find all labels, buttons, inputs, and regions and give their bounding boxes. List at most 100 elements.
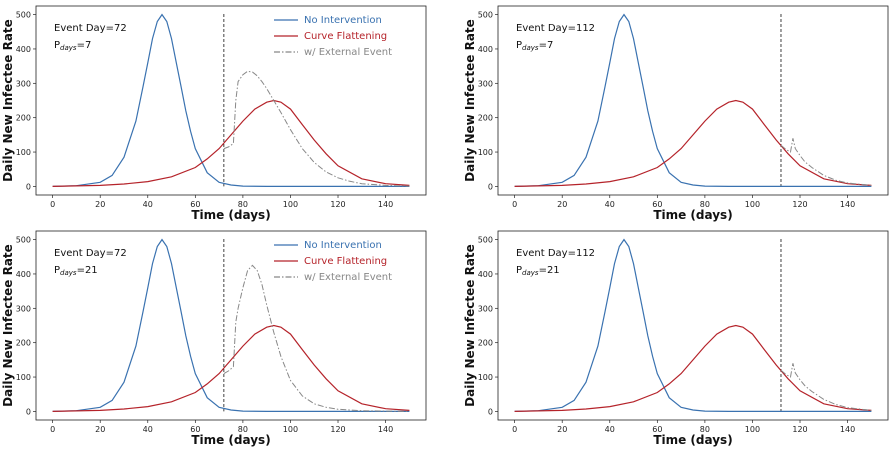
curve-flattening-line <box>52 324 410 412</box>
plot-frame <box>497 5 889 196</box>
y-tick-label: 0 <box>26 407 31 416</box>
chart-panel-1: 0 20 40 60 80 100 120 140 0 100 200 300 400 500 Time (… <box>1 5 427 222</box>
p-days-prefix: P <box>54 40 60 51</box>
y-tick-label: 300 <box>16 79 31 88</box>
external-event-line <box>223 264 410 412</box>
x-tick-label: 40 <box>143 200 153 209</box>
p-days-subscript: days <box>522 269 539 277</box>
x-tick-label: 20 <box>557 425 567 434</box>
y-tick-label: 500 <box>478 236 493 245</box>
legend: No Intervention Curve Flattening w/ Extern… <box>274 15 392 58</box>
no-intervention-line <box>514 13 872 187</box>
event-day-annotation: Event Day=112 <box>516 23 595 34</box>
x-tick-label: 140 <box>378 425 393 434</box>
x-axis-label: Time (days) <box>653 208 732 222</box>
x-tick-label: 140 <box>840 200 855 209</box>
event-day-annotation: Event Day=72 <box>54 23 127 34</box>
y-tick-label: 100 <box>478 373 493 382</box>
y-tick-label: 300 <box>478 304 493 313</box>
x-tick-label: 120 <box>330 425 345 434</box>
p-days-prefix: P <box>54 265 60 276</box>
y-tick-label: 0 <box>488 182 493 191</box>
y-axis-label: Daily New Infectee Rate <box>1 19 15 182</box>
legend-label: No Intervention <box>304 15 382 26</box>
y-tick-label: 0 <box>488 407 493 416</box>
p-days-value: =21 <box>77 265 98 276</box>
chart-panel-4: 0 20 40 60 80 100 120 140 0 100 200 300 400 500 Time (… <box>463 230 889 447</box>
x-tick-label: 100 <box>283 425 298 434</box>
y-tick-label: 400 <box>16 270 31 279</box>
x-tick-label: 140 <box>378 200 393 209</box>
p-days-annotation: Pdays=7 <box>516 40 553 52</box>
y-tick-label: 200 <box>478 114 493 123</box>
x-tick-label: 0 <box>50 200 55 209</box>
x-tick-label: 100 <box>745 425 760 434</box>
external-event-line <box>780 363 872 411</box>
x-tick-label: 0 <box>512 200 517 209</box>
legend-label: Curve Flattening <box>304 31 387 42</box>
x-tick-label: 20 <box>95 425 105 434</box>
x-tick-label: 60 <box>190 425 200 434</box>
x-tick-label: 80 <box>700 425 710 434</box>
p-days-annotation: Pdays=21 <box>54 265 98 277</box>
p-days-subscript: days <box>60 44 77 52</box>
y-tick-label: 100 <box>16 373 31 382</box>
x-tick-label: 80 <box>238 425 248 434</box>
x-axis-label: Time (days) <box>191 433 270 447</box>
plot-frame <box>497 230 889 421</box>
y-tick-label: 200 <box>16 339 31 348</box>
y-axis-label: Daily New Infectee Rate <box>463 19 477 182</box>
no-intervention-line <box>514 238 872 412</box>
y-tick-label: 400 <box>16 45 31 54</box>
chart-panel-2: 0 20 40 60 80 100 120 140 0 100 200 300 400 500 Time (… <box>463 5 889 222</box>
no-intervention-line <box>52 13 410 187</box>
y-tick-label: 300 <box>478 79 493 88</box>
x-tick-label: 80 <box>238 200 248 209</box>
y-tick-label: 100 <box>16 148 31 157</box>
x-axis-label: Time (days) <box>191 208 270 222</box>
plot-frame <box>35 5 427 196</box>
legend-label: No Intervention <box>304 240 382 251</box>
y-tick-label: 200 <box>16 114 31 123</box>
y-axis-label: Daily New Infectee Rate <box>463 244 477 407</box>
p-days-value: =7 <box>539 40 554 51</box>
p-days-subscript: days <box>522 44 539 52</box>
y-axis-label: Daily New Infectee Rate <box>1 244 15 407</box>
x-tick-label: 40 <box>605 425 615 434</box>
x-tick-label: 60 <box>652 200 662 209</box>
x-tick-label: 120 <box>330 200 345 209</box>
legend-label: w/ External Event <box>304 47 392 58</box>
legend-label: Curve Flattening <box>304 256 387 267</box>
x-tick-label: 40 <box>605 200 615 209</box>
y-tick-label: 400 <box>478 270 493 279</box>
x-tick-label: 20 <box>95 200 105 209</box>
y-tick-label: 400 <box>478 45 493 54</box>
p-days-annotation: Pdays=7 <box>54 40 91 52</box>
legend-label: w/ External Event <box>304 272 392 283</box>
y-tick-label: 100 <box>478 148 493 157</box>
x-tick-label: 0 <box>50 425 55 434</box>
p-days-subscript: days <box>60 269 77 277</box>
x-tick-label: 40 <box>143 425 153 434</box>
x-tick-label: 120 <box>792 425 807 434</box>
p-days-prefix: P <box>516 40 522 51</box>
p-days-value: =21 <box>539 265 560 276</box>
p-days-prefix: P <box>516 265 522 276</box>
curve-flattening-line <box>514 324 872 412</box>
p-days-value: =7 <box>77 40 92 51</box>
x-tick-label: 100 <box>283 200 298 209</box>
x-tick-label: 120 <box>792 200 807 209</box>
curve-flattening-line <box>52 99 410 187</box>
x-tick-label: 60 <box>190 200 200 209</box>
x-tick-label: 0 <box>512 425 517 434</box>
curve-flattening-line <box>514 99 872 187</box>
event-day-annotation: Event Day=72 <box>54 248 127 259</box>
chart-panel-3: 0 20 40 60 80 100 120 140 0 100 200 300 400 500 Time (… <box>1 230 427 447</box>
y-tick-label: 500 <box>16 236 31 245</box>
no-intervention-line <box>52 238 410 412</box>
x-tick-label: 80 <box>700 200 710 209</box>
y-tick-label: 300 <box>16 304 31 313</box>
y-tick-label: 0 <box>26 182 31 191</box>
plot-frame <box>35 230 427 421</box>
